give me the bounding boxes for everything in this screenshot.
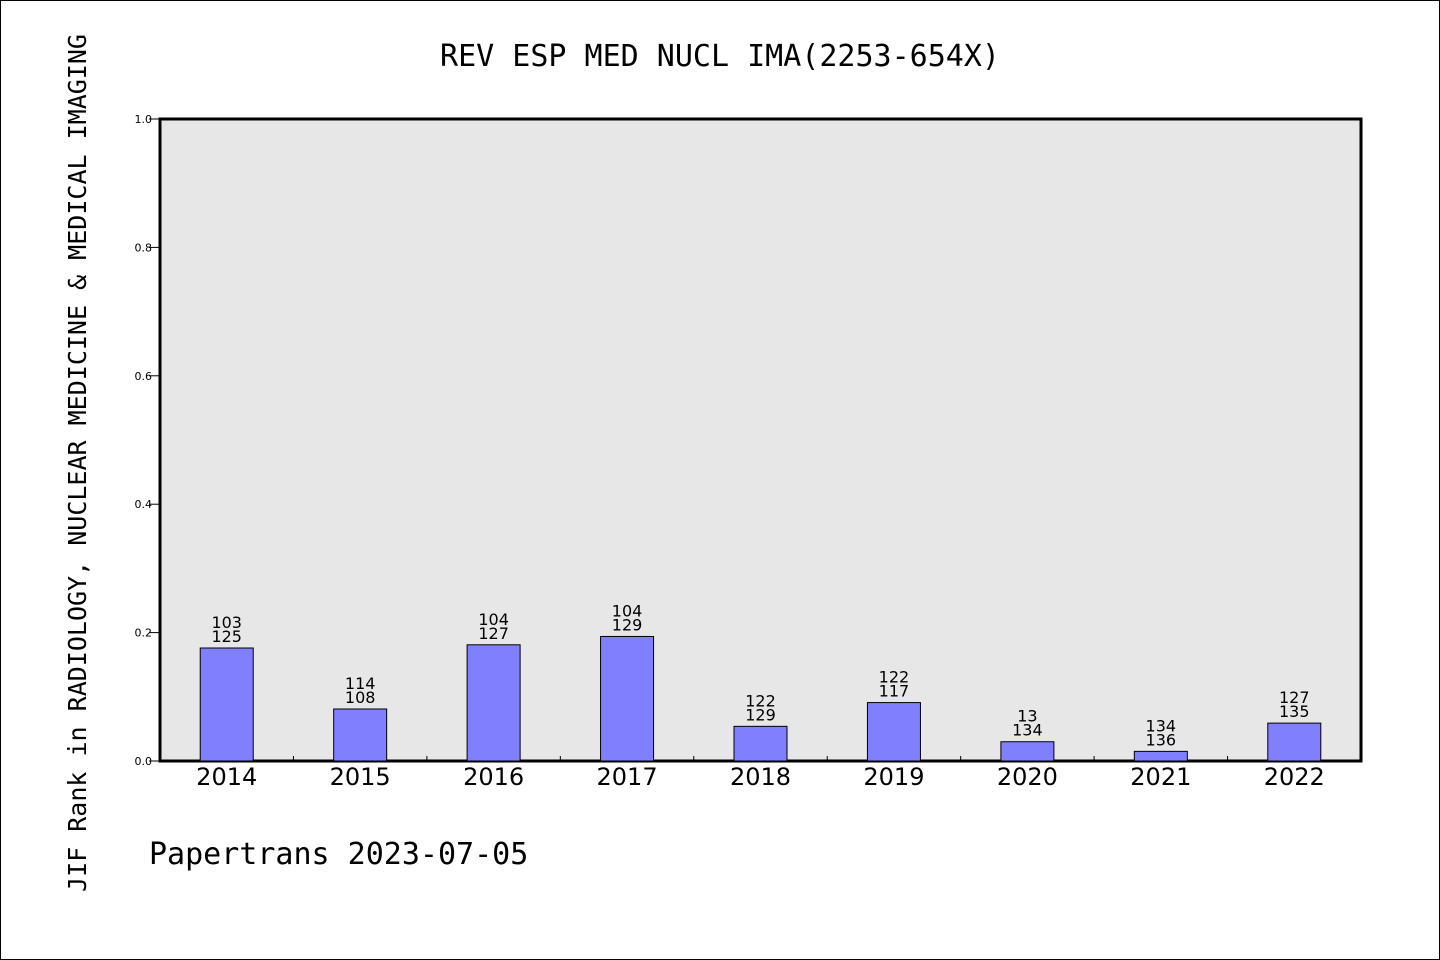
data-label-rank: 103	[211, 613, 242, 632]
y-axis: 0.0 0.2 0.4 0.6 0.8 1.0	[135, 113, 160, 768]
x-tick-label: 2016	[463, 763, 524, 791]
data-label-rank: 13	[1017, 707, 1037, 726]
y-tick-label: 0.2	[135, 627, 153, 640]
data-label-rank: 114	[345, 674, 376, 693]
data-label-rank: 104	[478, 610, 509, 629]
y-tick-label: 0.4	[135, 498, 153, 511]
bar-2022	[1267, 722, 1322, 762]
x-tick-label: 2014	[196, 763, 257, 791]
y-axis-label: JIF Rank in RADIOLOGY, NUCLEAR MEDICINE …	[63, 34, 92, 892]
bar-2018	[733, 725, 788, 762]
data-label-rank: 104	[612, 601, 643, 620]
data-label-rank: 127	[1279, 688, 1310, 707]
bar-2015	[333, 708, 388, 762]
bar-2019	[866, 702, 921, 762]
x-tick-label: 2015	[330, 763, 391, 791]
bar-2017	[600, 635, 655, 762]
bar-series	[199, 635, 1322, 762]
data-label-total: 127	[478, 624, 509, 643]
y-tick-label: 0.8	[135, 241, 153, 254]
bar-2014	[199, 647, 254, 762]
x-tick-label: 2019	[863, 763, 924, 791]
data-label-total: 108	[345, 688, 376, 707]
data-label-total: 134	[1012, 721, 1043, 740]
footer-credit: Papertrans 2023-07-05	[149, 837, 528, 872]
x-tick-label: 2022	[1264, 763, 1325, 791]
y-tick-label: 1.0	[135, 113, 153, 126]
bar-2021	[1133, 750, 1188, 762]
y-tick-label: 0.6	[135, 370, 153, 383]
data-label-total: 136	[1146, 730, 1177, 749]
data-labels: 1031251141081041271041291221291221171313…	[211, 601, 1309, 749]
y-tick-label: 0.0	[135, 755, 153, 768]
data-label-total: 117	[879, 682, 910, 701]
data-label-total: 125	[211, 627, 242, 646]
data-label-rank: 122	[879, 668, 910, 687]
bar-2016	[466, 644, 521, 762]
bar-2020	[1000, 741, 1055, 762]
x-tick-label: 2021	[1130, 763, 1191, 791]
x-tick-label: 2017	[597, 763, 658, 791]
data-label-rank: 122	[745, 691, 776, 710]
x-axis: 2014 2015 2016 2017 2018 2019 2020 2021 2022	[196, 756, 1325, 791]
x-tick-label: 2018	[730, 763, 791, 791]
data-label-rank: 134	[1146, 716, 1177, 735]
data-label-total: 135	[1279, 702, 1310, 721]
data-label-total: 129	[612, 615, 643, 634]
data-label-total: 129	[745, 705, 776, 724]
x-tick-label: 2020	[997, 763, 1058, 791]
plot-area	[158, 117, 1363, 763]
chart-title: REV ESP MED NUCL IMA(2253-654X)	[440, 39, 1000, 74]
